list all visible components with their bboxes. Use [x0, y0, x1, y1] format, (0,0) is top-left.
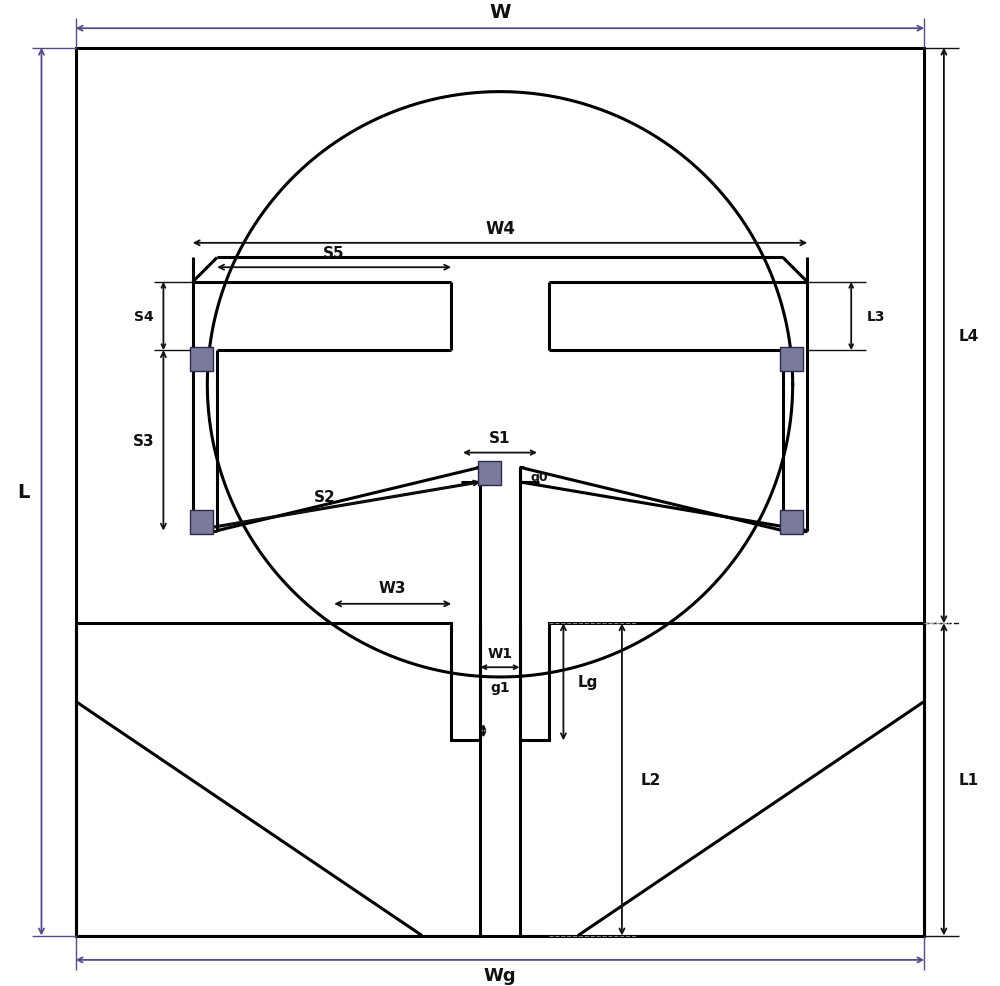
- Text: S5: S5: [323, 246, 345, 261]
- Bar: [780, 348, 803, 372]
- Text: L4: L4: [958, 328, 978, 344]
- Bar: [190, 511, 213, 534]
- Text: Wg: Wg: [484, 965, 516, 984]
- Bar: [780, 511, 803, 534]
- Text: Lg: Lg: [578, 674, 598, 689]
- Text: g1: g1: [490, 680, 510, 694]
- Text: S2: S2: [314, 489, 335, 505]
- Bar: [190, 348, 213, 372]
- Text: L: L: [18, 482, 30, 502]
- Bar: [478, 461, 501, 485]
- Text: W: W: [489, 3, 511, 22]
- Text: W4: W4: [485, 220, 515, 238]
- Text: L3: L3: [866, 310, 885, 323]
- Text: g0: g0: [530, 471, 548, 484]
- Bar: [76, 48, 924, 936]
- Text: S1: S1: [489, 431, 511, 446]
- Text: S4: S4: [134, 310, 154, 323]
- Text: L2: L2: [641, 772, 661, 787]
- Text: L1: L1: [958, 772, 978, 787]
- Text: W1: W1: [488, 646, 512, 660]
- Text: W3: W3: [379, 580, 406, 596]
- Text: S3: S3: [133, 434, 155, 449]
